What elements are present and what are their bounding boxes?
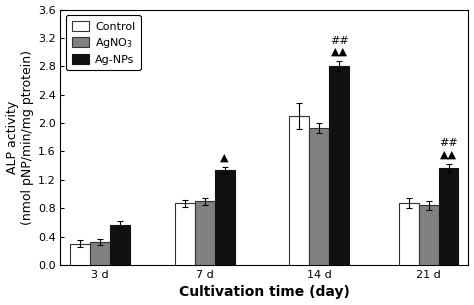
Text: ##: ## bbox=[439, 138, 458, 148]
Legend: Control, AgNO$_3$, Ag-NPs: Control, AgNO$_3$, Ag-NPs bbox=[66, 15, 141, 70]
Text: ##: ## bbox=[330, 36, 348, 46]
Bar bbox=[438, 168, 458, 265]
Bar bbox=[195, 201, 215, 265]
Text: ▲: ▲ bbox=[220, 153, 229, 163]
Bar bbox=[91, 242, 110, 265]
Bar bbox=[399, 203, 419, 265]
Bar bbox=[215, 170, 235, 265]
Text: ▲▲: ▲▲ bbox=[330, 47, 347, 57]
Text: ▲▲: ▲▲ bbox=[440, 149, 457, 159]
Bar bbox=[110, 224, 130, 265]
Bar bbox=[289, 116, 309, 265]
Bar bbox=[419, 206, 438, 265]
Y-axis label: ALP activity
(nmol pNP/min/mg ptrotein): ALP activity (nmol pNP/min/mg ptrotein) bbox=[6, 50, 34, 225]
Bar bbox=[329, 66, 349, 265]
X-axis label: Cultivation time (day): Cultivation time (day) bbox=[179, 285, 350, 300]
Bar bbox=[175, 203, 195, 265]
Bar bbox=[309, 128, 329, 265]
Bar bbox=[71, 244, 91, 265]
